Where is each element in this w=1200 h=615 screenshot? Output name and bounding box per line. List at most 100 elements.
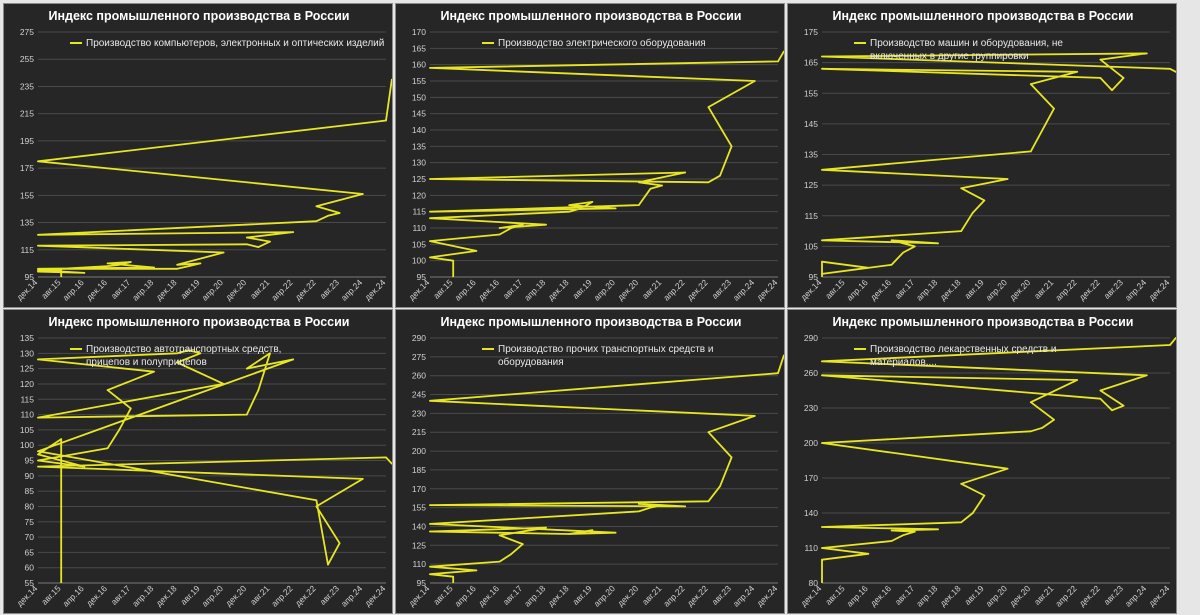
y-tick-label: 105 (804, 241, 818, 251)
y-tick-label: 115 (20, 394, 34, 404)
data-point (914, 530, 916, 533)
data-point (315, 205, 318, 208)
data-point (890, 540, 893, 542)
data-point (246, 413, 248, 416)
x-tick-label: апр.22 (1053, 583, 1079, 609)
data-point (429, 400, 431, 402)
y-tick-label: 75 (25, 517, 35, 527)
data-point (730, 456, 733, 459)
x-tick-label: дек.18 (546, 277, 571, 302)
y-tick-label: 125 (20, 364, 34, 374)
data-point (1030, 150, 1032, 153)
x-tick-label: дек.18 (154, 583, 179, 608)
data-point (580, 207, 582, 210)
x-tick-label: авг.15 (431, 583, 455, 607)
data-point (1030, 401, 1032, 403)
x-tick-label: дек.18 (938, 583, 963, 608)
data-point (1111, 409, 1113, 412)
y-tick-label: 125 (412, 540, 426, 550)
x-tick-label: дек.20 (615, 583, 640, 608)
y-tick-label: 55 (25, 578, 35, 588)
x-tick-label: авг.17 (893, 277, 917, 301)
data-point (1099, 389, 1102, 392)
x-tick-label: дек.22 (293, 583, 318, 608)
data-point (315, 499, 318, 502)
y-tick-label: 185 (412, 465, 426, 475)
data-point (1053, 107, 1055, 110)
legend: Производство электрического оборудования (482, 37, 706, 49)
x-tick-label: дек.24 (754, 277, 779, 302)
chart-svg: Индекс промышленного производства в Росс… (798, 9, 1176, 303)
x-tick-label: апр.18 (130, 583, 156, 609)
y-tick-label: 135 (804, 150, 818, 160)
data-point (902, 251, 904, 254)
data-point (1076, 71, 1078, 73)
data-point (37, 416, 39, 419)
data-point (937, 528, 939, 531)
x-tick-label: авг.21 (1032, 583, 1056, 607)
y-tick-label: 110 (412, 223, 426, 233)
data-point (960, 230, 962, 232)
x-tick-label: дек.24 (362, 277, 387, 302)
data-point (568, 533, 570, 535)
data-point (327, 563, 329, 566)
y-tick-label: 140 (804, 508, 818, 518)
y-tick-label: 95 (417, 272, 427, 282)
legend: Производство прочих транспортных средств… (482, 344, 713, 368)
data-point (37, 450, 39, 453)
y-tick-label: 170 (412, 484, 426, 494)
data-point (1111, 89, 1113, 91)
data-point (246, 243, 248, 246)
y-tick-label: 255 (20, 54, 34, 64)
x-tick-label: авг.23 (318, 583, 342, 607)
data-point (429, 565, 431, 568)
data-point (1099, 77, 1102, 79)
data-point (719, 485, 721, 488)
data-point (684, 171, 686, 174)
data-point (821, 360, 823, 363)
x-tick-label: авг.15 (823, 583, 847, 607)
x-tick-label: авг.23 (1102, 277, 1126, 301)
data-point (429, 504, 431, 506)
chart-panel-4: Индекс промышленного производства в Росс… (3, 309, 393, 614)
data-point (591, 201, 594, 203)
chart-panel-2: Индекс промышленного производства в Росс… (395, 3, 785, 308)
data-point (246, 236, 248, 239)
series-line (37, 78, 392, 274)
data-point (821, 239, 823, 242)
data-point (391, 462, 392, 465)
data-point (188, 349, 190, 352)
data-point (106, 262, 109, 265)
x-tick-label: авг.19 (570, 583, 594, 607)
series-line (429, 354, 784, 578)
legend: Производство лекарственных средств и мате… (854, 344, 1056, 368)
y-tick-label: 115 (20, 245, 34, 255)
chart-svg: Индекс промышленного производства в Росс… (14, 315, 392, 609)
data-point (362, 478, 364, 480)
data-point (1041, 427, 1044, 429)
x-tick-label: апр.18 (522, 277, 548, 303)
data-point (429, 67, 431, 69)
x-tick-label: авг.21 (640, 583, 664, 607)
data-point (153, 266, 155, 269)
y-tick-label: 110 (804, 543, 818, 553)
x-tick-label: апр.22 (269, 277, 295, 303)
y-tick-label: 195 (20, 136, 34, 146)
data-point (327, 214, 329, 217)
x-tick-label: дек.22 (1077, 277, 1102, 302)
x-tick-label: дек.24 (1146, 277, 1171, 302)
x-tick-label: авг.21 (248, 583, 272, 607)
x-tick-label: дек.24 (754, 583, 779, 608)
x-tick-label: апр.20 (984, 583, 1010, 609)
data-point (890, 529, 893, 532)
chart-title: Индекс промышленного производства в Росс… (49, 315, 350, 329)
series-line (429, 50, 784, 262)
data-point (1006, 467, 1009, 470)
x-tick-label: апр.22 (269, 583, 295, 609)
data-point (37, 270, 39, 273)
data-point (1076, 379, 1078, 381)
chart-svg: Индекс промышленного производства в Росс… (406, 315, 784, 609)
data-point (1041, 129, 1044, 131)
data-point (821, 374, 823, 377)
data-point (1175, 71, 1176, 73)
